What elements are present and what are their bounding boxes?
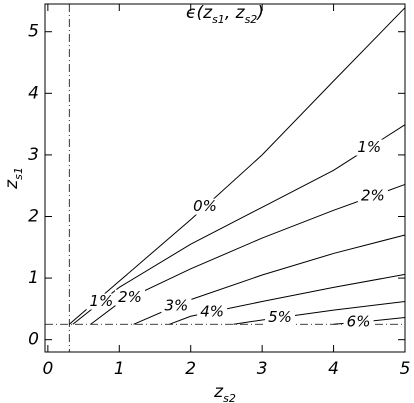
y-axis-label-part: z (2, 179, 22, 190)
contour-label-bg (161, 297, 192, 314)
x-tick-label: 4 (328, 359, 339, 379)
contour-label-bg (357, 188, 388, 205)
contour-label-bg (190, 198, 220, 215)
chart-title-part: ) (255, 3, 264, 23)
contour-label: 6% (347, 313, 371, 331)
chart-title-part: z (202, 3, 213, 23)
contour-label-bg (265, 309, 295, 326)
contour-line (233, 300, 406, 325)
contour-label: 5% (268, 308, 292, 326)
chart-title-part: s1 (212, 13, 225, 26)
chart-title-part: z (235, 3, 246, 23)
x-axis-label-part: s2 (223, 392, 236, 403)
x-tick-label: 3 (257, 359, 268, 379)
x-tick-label: 0 (42, 359, 53, 379)
y-axis-label: zs1 (2, 167, 25, 190)
y-tick-label: 4 (28, 83, 39, 103)
chart-title-part: , (225, 3, 236, 23)
y-tick-label: 1 (28, 268, 39, 288)
contour-label: 3% (165, 296, 189, 314)
contour-line (90, 183, 406, 325)
contour-label-bg (115, 289, 145, 306)
x-tick-label: 2 (185, 359, 196, 379)
x-axis-label-part: z (213, 382, 224, 402)
y-tick-label: 3 (28, 145, 39, 165)
contour-line (72, 124, 406, 325)
plot-frame (44, 3, 406, 353)
contour-label: 2% (361, 187, 385, 205)
contour-label-bg (354, 139, 385, 156)
contour-label: 2% (118, 288, 142, 306)
x-tick-label: 1 (114, 359, 125, 379)
contour-label-bg (343, 314, 374, 331)
y-axis-label-part: s1 (12, 167, 25, 180)
contour-line (68, 7, 406, 325)
contour-label-bg (197, 303, 228, 320)
chart-title-part: ϵ( (186, 3, 204, 23)
contour-label: 1% (90, 292, 114, 310)
contour-line (169, 273, 406, 325)
contour-label-bg (86, 293, 117, 310)
contour-label: 4% (200, 302, 224, 320)
chart-title: ϵ(zs1, zs2) (186, 3, 264, 26)
x-axis-label: zs2 (213, 382, 236, 403)
contour-label: 0% (193, 197, 217, 215)
contour-label: 1% (357, 138, 381, 156)
chart-title-part: s2 (245, 13, 258, 26)
y-tick-label: 5 (28, 22, 39, 42)
x-tick-label: 5 (400, 359, 411, 379)
y-tick-label: 2 (28, 206, 39, 226)
y-tick-label: 0 (28, 330, 39, 350)
